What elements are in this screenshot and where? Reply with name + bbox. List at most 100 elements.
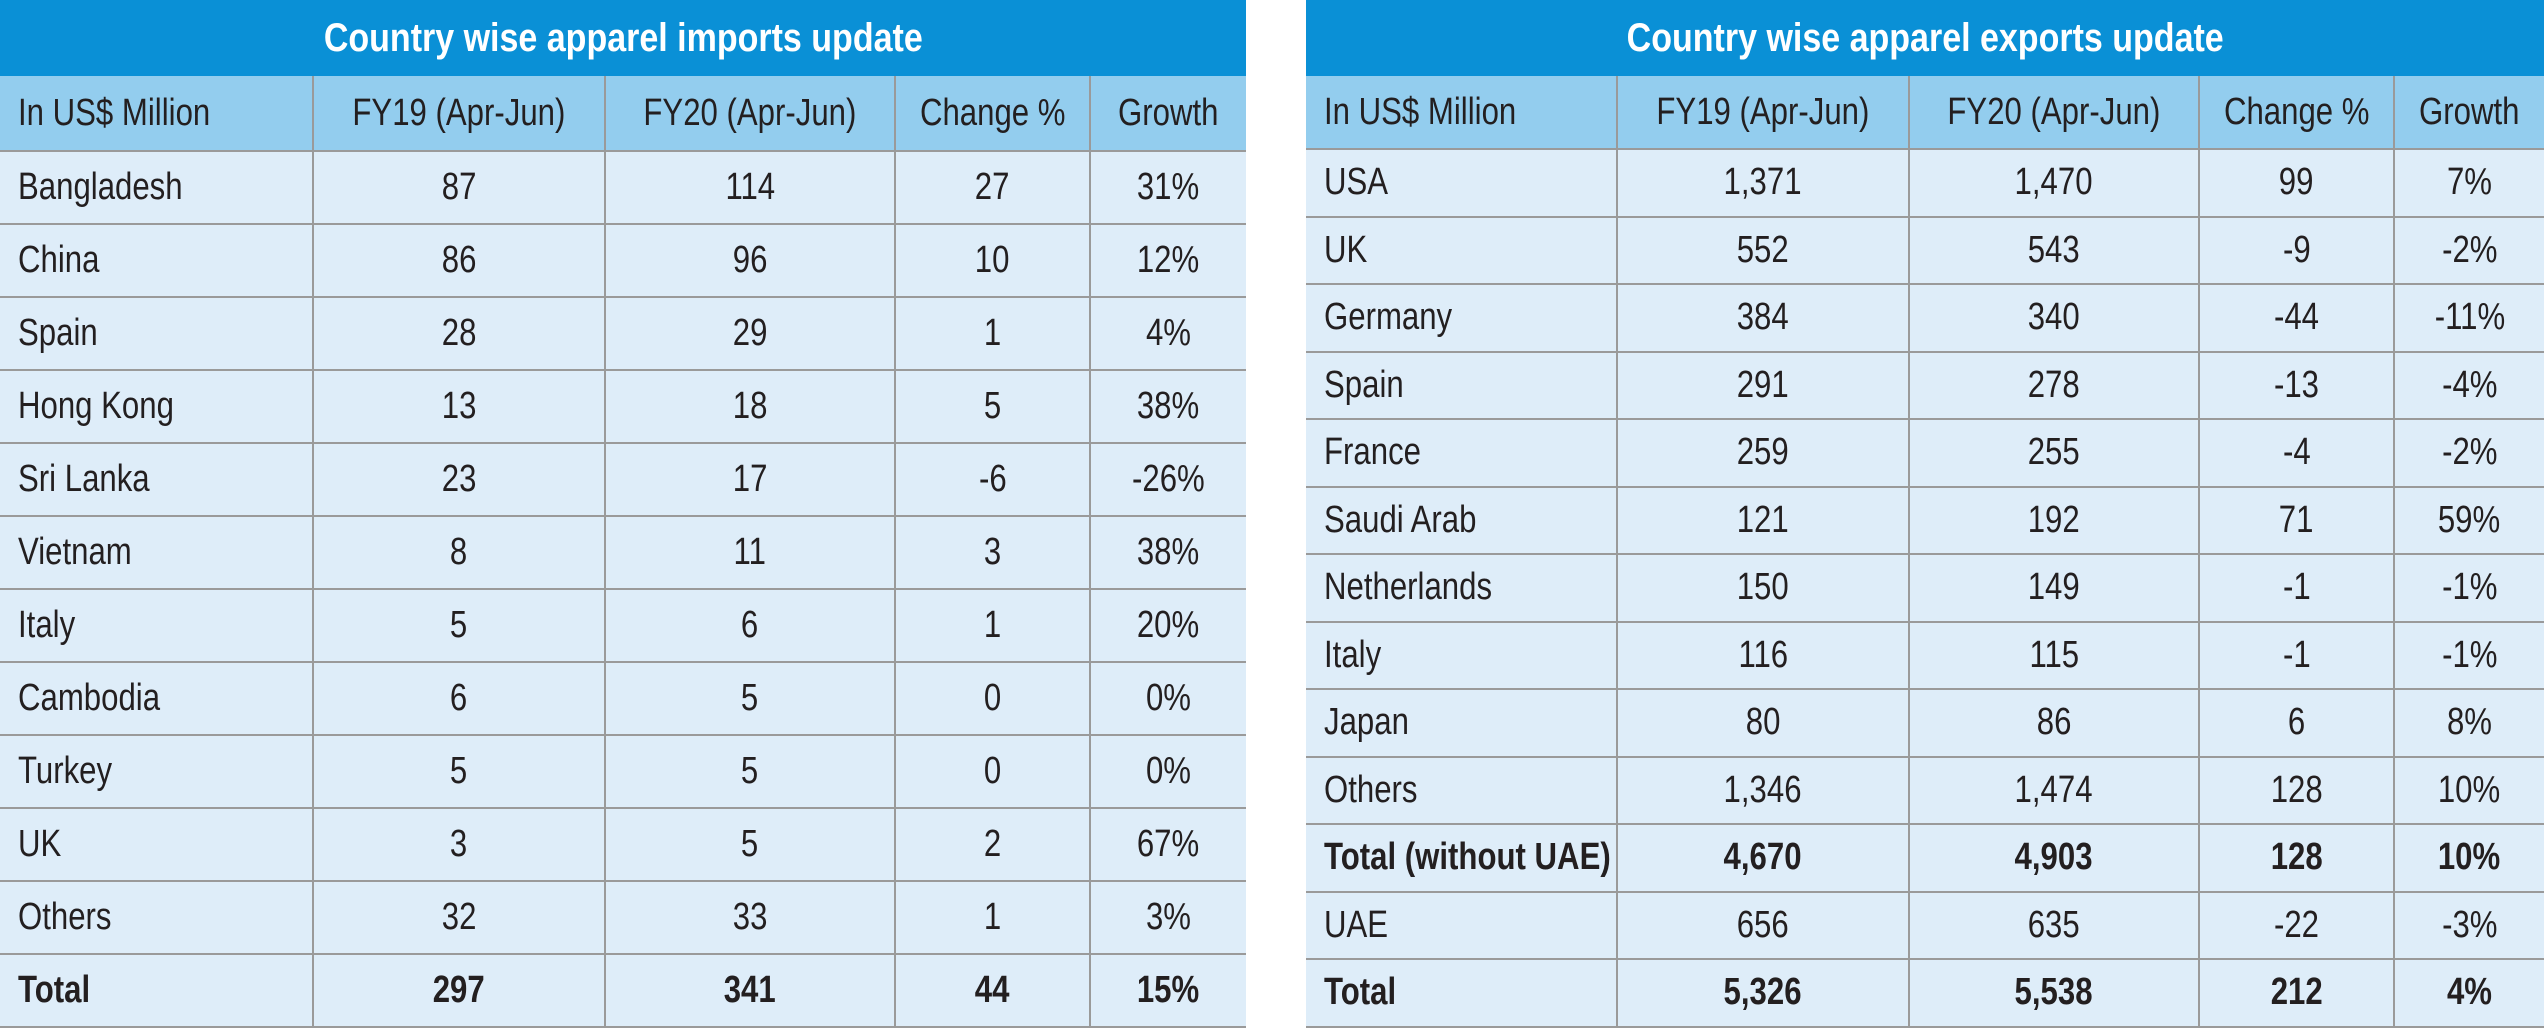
table-cell: Total <box>0 953 314 1028</box>
cell-text: Total <box>1324 971 1397 1014</box>
cell-text: 1 <box>983 896 1002 938</box>
cell-text: 7% <box>2446 161 2493 204</box>
cell-text: 635 <box>2028 903 2080 946</box>
table-row: Others 32 33 1 3% <box>0 880 1246 955</box>
cell-text: 33 <box>732 896 768 938</box>
table-cell: 6 <box>604 588 896 663</box>
cell-text: 86 <box>2036 701 2072 744</box>
table-cell: 10% <box>2393 755 2544 825</box>
table-cell: -3% <box>2393 890 2544 960</box>
header-text: Growth <box>2419 90 2520 133</box>
table-cell: 278 <box>1908 350 2200 420</box>
cell-text: 656 <box>1737 903 1789 946</box>
cell-text: 149 <box>2028 566 2080 609</box>
table-cell: -4% <box>2393 350 2544 420</box>
cell-text: 1,470 <box>2015 161 2093 204</box>
cell-text: 5 <box>741 823 759 865</box>
cell-text: 38% <box>1137 531 1200 573</box>
exports-panel: Country wise apparel exports update In US… <box>1306 0 2544 1028</box>
table-cell: Bangladesh <box>0 150 314 225</box>
table-row: Netherlands 150 149 -1 -1% <box>1306 553 2544 623</box>
table-cell: 32 <box>312 880 606 955</box>
table-cell: Spain <box>0 296 314 371</box>
cell-text: -1% <box>2441 633 2498 676</box>
table-cell: Total (without UAE) <box>1306 823 1618 893</box>
data-table: In US$ Million FY19 (Apr-Jun) FY20 (Apr-Ju… <box>1306 76 2544 1028</box>
table-cell: 71 <box>2198 485 2395 555</box>
table-cell: 552 <box>1616 215 1910 285</box>
cell-text: 3 <box>983 531 1002 573</box>
cell-text: Hong Kong <box>18 385 174 427</box>
cell-text: 23 <box>441 458 477 500</box>
table-row: USA 1,371 1,470 99 7% <box>1306 148 2544 218</box>
cell-text: 6 <box>2287 701 2306 744</box>
cell-text: 291 <box>1737 363 1789 406</box>
table-cell: 28 <box>312 296 606 371</box>
cell-text: 5 <box>983 385 1002 427</box>
table-cell: France <box>1306 418 1618 488</box>
cell-text: UK <box>18 823 62 865</box>
table-cell: 44 <box>894 953 1091 1028</box>
header-cell: FY19 (Apr-Jun) <box>312 76 606 152</box>
cell-text: 11 <box>733 531 767 573</box>
table-cell: 12% <box>1089 223 1246 298</box>
cell-text: 44 <box>975 969 1010 1011</box>
header-cell: In US$ Million <box>1306 76 1618 150</box>
cell-text: 96 <box>732 239 768 281</box>
cell-text: Sri Lanka <box>18 458 150 500</box>
table-cell: 3 <box>312 807 606 882</box>
cell-text: 12% <box>1137 239 1200 281</box>
cell-text: UK <box>1324 228 1368 271</box>
cell-text: 552 <box>1737 228 1789 271</box>
table-row: Japan 80 86 6 8% <box>1306 688 2544 758</box>
cell-text: 128 <box>2270 836 2323 879</box>
header-cell: Change % <box>894 76 1091 152</box>
cell-text: 1,346 <box>1724 768 1802 811</box>
table-cell: -9 <box>2198 215 2395 285</box>
table-cell: 59% <box>2393 485 2544 555</box>
table-cell: 0% <box>1089 661 1246 736</box>
table-cell: 255 <box>1908 418 2200 488</box>
header-row: In US$ Million FY19 (Apr-Jun) FY20 (Apr-Ju… <box>1306 76 2544 150</box>
cell-text: 5 <box>741 750 759 792</box>
table-cell: 635 <box>1908 890 2200 960</box>
cell-text: 192 <box>2028 498 2080 541</box>
table-cell: 0% <box>1089 734 1246 809</box>
cell-text: UAE <box>1324 903 1389 946</box>
table-cell: China <box>0 223 314 298</box>
cell-text: 10 <box>975 239 1010 281</box>
header-cell: Change % <box>2198 76 2395 150</box>
table-cell: -2% <box>2393 418 2544 488</box>
cell-text: 6 <box>450 677 468 719</box>
cell-text: 71 <box>2279 498 2314 541</box>
header-text: In US$ Million <box>1324 90 1517 133</box>
cell-text: 341 <box>724 969 776 1011</box>
table-cell: Spain <box>1306 350 1618 420</box>
table-row: Total 5,326 5,538 212 4% <box>1306 958 2544 1028</box>
cell-text: 255 <box>2028 431 2080 474</box>
table-cell: 8% <box>2393 688 2544 758</box>
table-cell: 86 <box>1908 688 2200 758</box>
table-cell: 1,346 <box>1616 755 1910 825</box>
table-cell: 121 <box>1616 485 1910 555</box>
table-row: Hong Kong 13 18 5 38% <box>0 369 1246 444</box>
cell-text: -1% <box>2441 566 2498 609</box>
cell-text: Netherlands <box>1324 566 1493 609</box>
table-cell: 11 <box>604 515 896 590</box>
cell-text: 5,538 <box>2015 971 2093 1014</box>
table-cell: -22 <box>2198 890 2395 960</box>
cell-text: 5,326 <box>1724 971 1802 1014</box>
table-cell: 114 <box>604 150 896 225</box>
cell-text: Others <box>18 896 112 938</box>
cell-text: 1,474 <box>2015 768 2093 811</box>
table-cell: USA <box>1306 148 1618 218</box>
cell-text: Germany <box>1324 296 1453 339</box>
table-cell: 192 <box>1908 485 2200 555</box>
table-cell: -1 <box>2198 620 2395 690</box>
cell-text: 86 <box>441 239 477 281</box>
table-cell: 0 <box>894 661 1091 736</box>
cell-text: 28 <box>441 312 477 354</box>
table-cell: 3% <box>1089 880 1246 955</box>
header-text: Change % <box>919 91 1066 134</box>
cell-text: 128 <box>2270 768 2323 811</box>
